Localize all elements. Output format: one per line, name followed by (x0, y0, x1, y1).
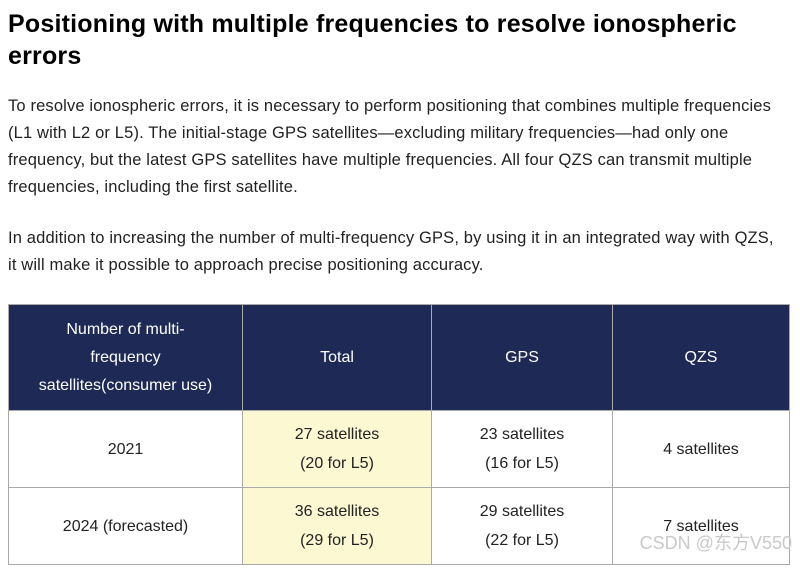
year-cell: 2024 (forecasted) (8, 487, 243, 565)
cell-line: (20 for L5) (300, 455, 374, 472)
header-cell-qzs: QZS (612, 304, 790, 411)
header-line: frequency (90, 348, 161, 366)
cell-line: 36 satellites (294, 503, 380, 520)
page-title: Positioning with multiple frequencies to… (8, 10, 737, 70)
cell-line: (29 for L5) (300, 532, 374, 549)
cell-line: 23 satellites (479, 426, 565, 443)
cell-line: (16 for L5) (485, 455, 559, 472)
cell-line: 27 satellites (294, 426, 380, 443)
total-cell: 27 satellites (20 for L5) (242, 410, 432, 488)
header-cell-satellite-count: Number of multi- frequency satellites(co… (8, 304, 243, 411)
gps-cell: 23 satellites (16 for L5) (431, 410, 613, 488)
table-row-2024: 2024 (forecasted) 36 satellites (29 for … (8, 487, 790, 565)
multi-frequency-satellites-table: Number of multi- frequency satellites(co… (8, 304, 790, 565)
qzs-cell: 4 satellites (612, 410, 790, 488)
year-cell: 2021 (8, 410, 243, 488)
intro-paragraph: To resolve ionospheric errors, it is nec… (8, 97, 772, 196)
second-paragraph: In addition to increasing the number of … (8, 229, 774, 274)
header-line: satellites(consumer use) (38, 376, 213, 394)
table-header-row: Number of multi- frequency satellites(co… (8, 304, 790, 411)
qzs-cell: 7 satellites (612, 487, 790, 565)
header-line: Number of multi- (66, 320, 185, 338)
total-cell: 36 satellites (29 for L5) (242, 487, 432, 565)
cell-line: 7 satellites (663, 517, 739, 535)
header-cell-total: Total (242, 304, 432, 411)
gps-cell: 29 satellites (22 for L5) (431, 487, 613, 565)
cell-line: 29 satellites (479, 503, 565, 520)
cell-line: 4 satellites (663, 440, 739, 458)
table-row-2021: 2021 27 satellites (20 for L5) 23 satell… (8, 410, 790, 488)
cell-line: (22 for L5) (485, 532, 559, 549)
header-cell-gps: GPS (431, 304, 613, 411)
